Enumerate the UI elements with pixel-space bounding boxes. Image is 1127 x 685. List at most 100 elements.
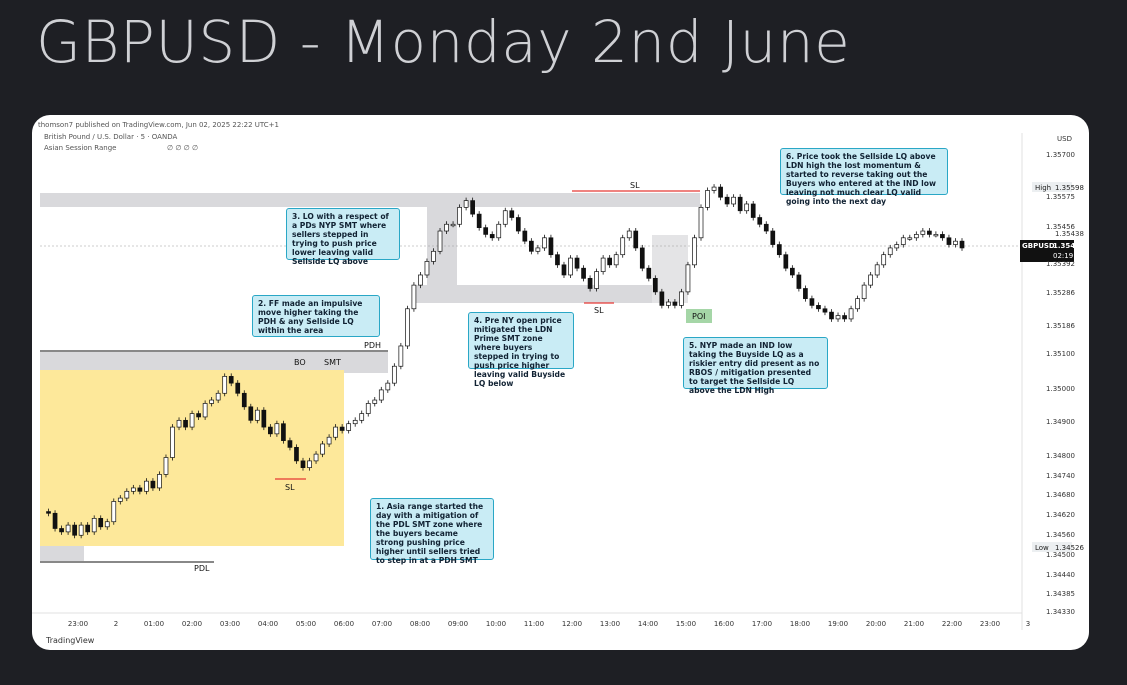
candle-down [574, 257, 580, 269]
candle-down [803, 288, 808, 299]
time-tick: 03:00 [219, 620, 241, 628]
candle-down [294, 447, 299, 462]
candle-down [281, 423, 286, 441]
candle-down [639, 247, 645, 269]
candle-up [124, 490, 130, 499]
time-tick: 22:00 [941, 620, 963, 628]
candle-down [659, 291, 665, 306]
candle-down [816, 305, 821, 310]
candle-up [418, 274, 423, 286]
candle-up [163, 457, 169, 475]
price-chart[interactable] [32, 115, 1089, 650]
candle-up [157, 474, 162, 489]
candle-down [757, 217, 763, 225]
pdh-label: PDH [364, 341, 381, 350]
candle-up [378, 389, 384, 401]
candle-up [692, 237, 697, 266]
note-4: 4. Pre NY open price mitigated the LDN P… [468, 312, 574, 388]
candle-up [170, 426, 175, 458]
high-value: 1.35598 [1055, 184, 1084, 192]
time-tick: 23:00 [67, 620, 89, 628]
candle-down [548, 237, 554, 256]
candle-up [254, 409, 260, 421]
candle-up [666, 301, 671, 306]
candle-up [855, 298, 860, 310]
candle-up [346, 423, 352, 431]
candle-up [320, 443, 325, 455]
candle-down [940, 234, 945, 239]
candle-up [907, 237, 913, 240]
countdown: 02:19 [1053, 252, 1074, 260]
candle-down [829, 311, 834, 320]
time-tick: 11:00 [523, 620, 545, 628]
time-tick: 04:00 [257, 620, 279, 628]
candle-down [98, 518, 104, 528]
candle-down [646, 267, 652, 279]
candle-up [444, 223, 449, 232]
candle-up [535, 247, 541, 252]
candle-up [542, 237, 547, 249]
time-tick: 20:00 [865, 620, 887, 628]
candle-up [894, 244, 900, 249]
candle-up [365, 403, 371, 414]
candle-up [385, 382, 391, 391]
note-2: 2. FF made an impulsive move higher taki… [252, 295, 380, 337]
time-tick: 2 [113, 620, 119, 628]
candle-up [679, 291, 684, 306]
mid-value: 1.35438 [1055, 230, 1084, 238]
candle-up [874, 264, 880, 276]
page-title: GBPUSD - Monday 2nd June [36, 8, 851, 76]
candle-up [352, 419, 358, 425]
candle-up [411, 284, 417, 310]
candle-up [900, 237, 906, 245]
candle-down [248, 406, 254, 421]
candle-down [196, 413, 201, 418]
candle-up [933, 234, 939, 237]
candle-down [946, 237, 952, 245]
candles-group [46, 184, 965, 539]
candle-up [91, 518, 97, 533]
time-tick: 09:00 [447, 620, 469, 628]
note-3: 3. LO with a respect of a PDs NYP SMT wh… [286, 208, 400, 266]
time-tick: 3 [1025, 620, 1031, 628]
candle-up [189, 413, 195, 428]
publish-info: thomson7 published on TradingView.com, J… [38, 121, 279, 129]
time-tick: 02:00 [181, 620, 203, 628]
candle-down [241, 392, 247, 408]
candle-down [483, 227, 489, 235]
candle-up [130, 487, 136, 492]
ticker-label-bg [1020, 240, 1074, 262]
candle-down [561, 264, 567, 276]
candle-down [581, 267, 586, 279]
price-tick: 1.34440 [1046, 571, 1075, 579]
candle-down [809, 298, 815, 306]
candle-up [104, 521, 110, 528]
note-1: 1. Asia range started the day with a mit… [370, 498, 494, 565]
candle-up [463, 200, 469, 208]
candle-up [215, 392, 221, 401]
candle-up [887, 247, 893, 256]
time-tick: 01:00 [143, 620, 165, 628]
candle-down [672, 301, 678, 306]
time-tick: 12:00 [561, 620, 583, 628]
time-tick: 06:00 [333, 620, 355, 628]
candle-up [496, 223, 502, 239]
time-tick: 21:00 [903, 620, 925, 628]
time-tick: 19:00 [827, 620, 849, 628]
candle-up [620, 237, 626, 256]
time-tick: 07:00 [371, 620, 393, 628]
candle-down [750, 203, 756, 218]
candle-down [287, 440, 293, 448]
high-label-bg [1032, 182, 1072, 192]
low-value: 1.34526 [1055, 544, 1084, 552]
candle-down [85, 524, 91, 533]
candle-down [555, 254, 560, 266]
note-5: 5. NYP made an IND low taking the Buysid… [683, 337, 828, 395]
candle-up [835, 315, 841, 320]
time-tick: 10:00 [485, 620, 507, 628]
time-tick: 08:00 [409, 620, 431, 628]
price-tick: 1.35286 [1046, 289, 1075, 297]
candle-up [222, 376, 228, 394]
price-tick: 1.35456 [1046, 223, 1075, 231]
last-price: 1.35428 [1053, 242, 1085, 250]
